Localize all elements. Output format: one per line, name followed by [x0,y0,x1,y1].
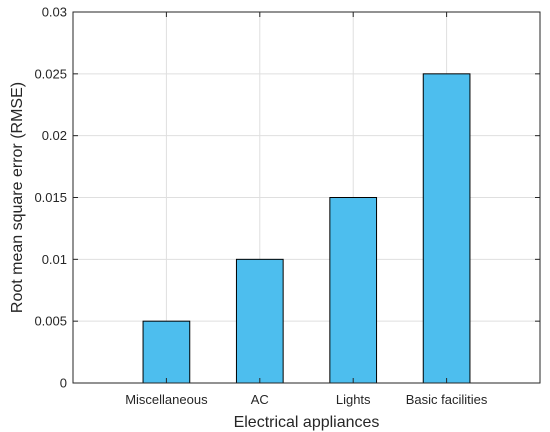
tick-labels: 0 0.005 0.01 0.015 0.02 0.025 0.03 Miscellaneou… [34,5,487,408]
bar-basic-facilities [422,73,471,384]
y-axis-title: Root mean square error (RMSE) [9,82,26,313]
axis-ticks [73,11,540,384]
y-tick-label: 0 [60,376,67,391]
y-tick-label: 0.005 [34,314,67,329]
bar-miscellaneous [142,320,191,384]
x-tick-label: AC [251,392,269,407]
y-tick-label: 0.01 [42,252,67,267]
x-tick-label: Basic facilities [406,392,488,407]
y-tick-label: 0.025 [34,66,67,81]
x-axis-title: Electrical appliances [234,414,380,431]
bar-lights [329,197,378,384]
y-tick-label: 0.03 [42,5,67,20]
bars [142,73,471,384]
y-tick-label: 0.02 [42,128,67,143]
x-tick-label: Miscellaneous [125,392,208,407]
bar-ac [235,258,284,384]
x-tick-label: Lights [336,392,371,407]
y-tick-label: 0.015 [34,190,67,205]
